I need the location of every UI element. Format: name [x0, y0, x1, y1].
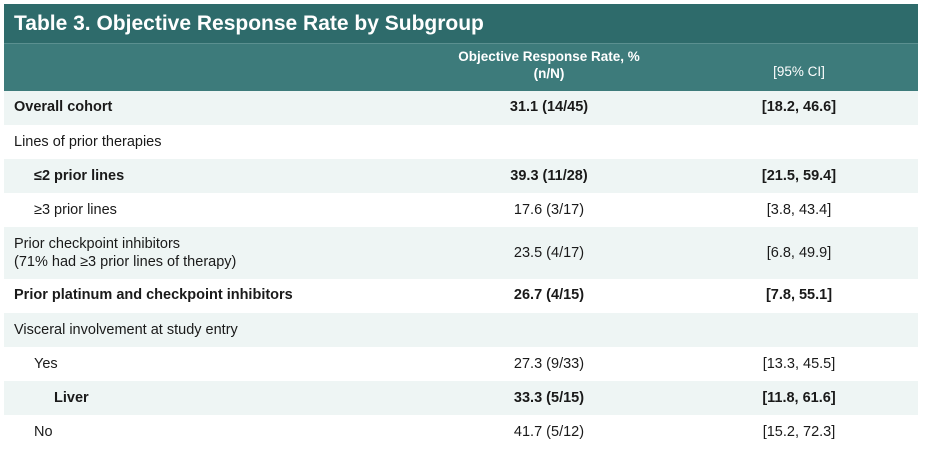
- orr-table: Table 3. Objective Response Rate by Subg…: [4, 4, 918, 449]
- row-label: ≥3 prior lines: [34, 202, 117, 218]
- table-row: Lines of prior therapies: [4, 125, 918, 159]
- row-ci: [15.2, 72.3]: [762, 424, 836, 440]
- table-row: Overall cohort 31.1 (14/45) [18.2, 46.6]: [4, 91, 918, 125]
- row-label: Yes: [34, 356, 58, 372]
- row-label-line2: (71% had ≥3 prior lines of therapy): [14, 254, 237, 270]
- row-label-line1: Prior checkpoint inhibitors: [14, 236, 181, 252]
- row-ci: [11.8, 61.6]: [762, 390, 836, 406]
- row-ci: [7.8, 55.1]: [765, 287, 833, 303]
- row-label: Lines of prior therapies: [14, 134, 162, 150]
- row-label: Visceral involvement at study entry: [14, 322, 238, 338]
- row-ci: [6.8, 49.9]: [766, 245, 832, 261]
- row-label: Prior checkpoint inhibitors (71% had ≥3 …: [14, 235, 236, 271]
- row-ci: [21.5, 59.4]: [761, 168, 837, 184]
- row-orr: 33.3 (5/15): [513, 390, 585, 406]
- table-row: ≤2 prior lines 39.3 (11/28) [21.5, 59.4]: [4, 159, 918, 193]
- row-label: ≤2 prior lines: [34, 168, 125, 184]
- row-label: Liver: [54, 390, 89, 406]
- orr-header-line1: Objective Response Rate, %: [458, 49, 640, 64]
- row-orr: 17.6 (3/17): [513, 202, 585, 218]
- table-row: Visceral involvement at study entry: [4, 313, 918, 347]
- ci-column-header: [95% CI]: [773, 64, 825, 79]
- row-ci: [13.3, 45.5]: [762, 356, 836, 372]
- row-label: Overall cohort: [14, 99, 113, 115]
- row-orr: 26.7 (4/15): [513, 287, 585, 303]
- row-orr: 41.7 (5/12): [513, 424, 585, 440]
- row-ci: [3.8, 43.4]: [766, 202, 832, 218]
- column-header: Objective Response Rate, % (n/N) [95% CI…: [4, 43, 918, 91]
- orr-column-header: Objective Response Rate, % (n/N): [384, 48, 714, 82]
- row-orr: 39.3 (11/28): [510, 168, 588, 184]
- table-row: No 41.7 (5/12) [15.2, 72.3]: [4, 415, 918, 449]
- row-label: No: [34, 424, 53, 440]
- row-orr: 31.1 (14/45): [509, 99, 589, 115]
- row-label: Prior platinum and checkpoint inhibitors: [14, 287, 293, 303]
- table-row: Yes 27.3 (9/33) [13.3, 45.5]: [4, 347, 918, 381]
- table-row: Prior platinum and checkpoint inhibitors…: [4, 279, 918, 313]
- row-orr: 27.3 (9/33): [513, 356, 585, 372]
- table-title: Table 3. Objective Response Rate by Subg…: [4, 4, 918, 43]
- row-ci: [18.2, 46.6]: [761, 99, 837, 115]
- row-orr: 23.5 (4/17): [513, 245, 585, 261]
- orr-header-line2: (n/N): [533, 66, 565, 81]
- table-row: ≥3 prior lines 17.6 (3/17) [3.8, 43.4]: [4, 193, 918, 227]
- table-row: Prior checkpoint inhibitors (71% had ≥3 …: [4, 227, 918, 279]
- table-row: Liver 33.3 (5/15) [11.8, 61.6]: [4, 381, 918, 415]
